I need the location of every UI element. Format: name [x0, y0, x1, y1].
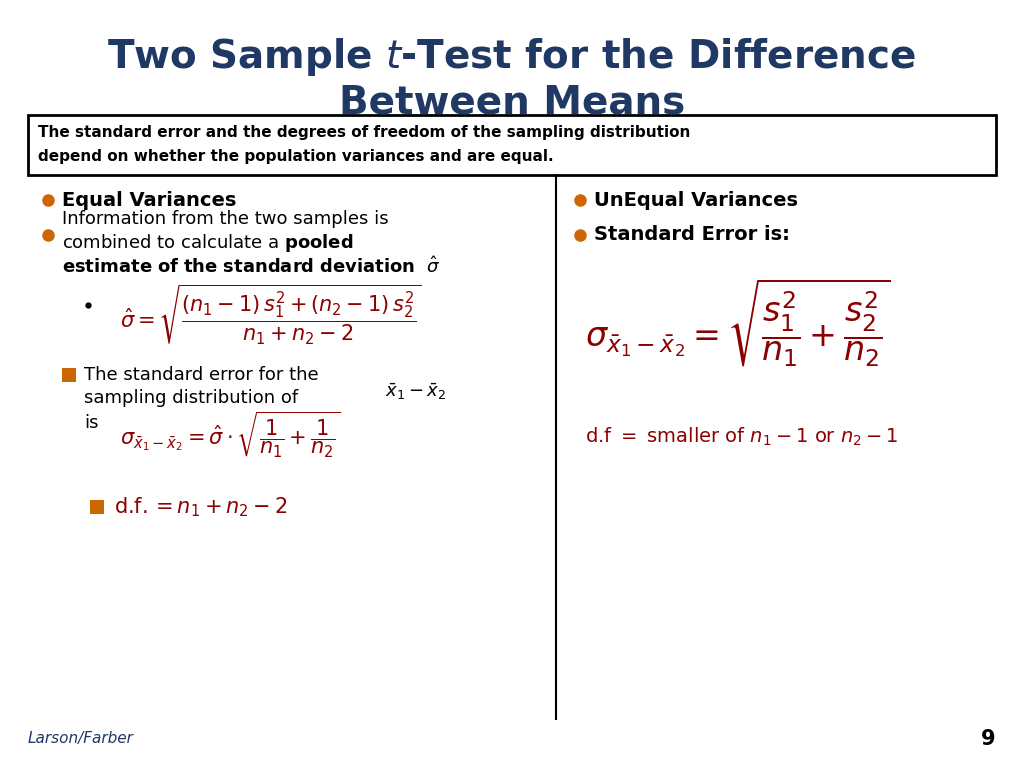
- Text: Larson/Farber: Larson/Farber: [28, 732, 134, 746]
- Text: d.f $=$ smaller of $n_1 - 1$ or $n_2 - 1$: d.f $=$ smaller of $n_1 - 1$ or $n_2 - 1…: [585, 426, 898, 448]
- Text: Between Means: Between Means: [339, 83, 685, 121]
- Text: Information from the two samples is: Information from the two samples is: [62, 210, 389, 228]
- Text: sampling distribution of: sampling distribution of: [84, 389, 298, 407]
- Text: $\sigma_{\bar{x}_1-\bar{x}_2} = \hat{\sigma}\cdot\sqrt{\dfrac{1}{n_1}+\dfrac{1}{: $\sigma_{\bar{x}_1-\bar{x}_2} = \hat{\si…: [120, 410, 341, 460]
- Text: The standard error for the: The standard error for the: [84, 366, 318, 384]
- Text: d.f.$\,= n_1 + n_2 - 2$: d.f.$\,= n_1 + n_2 - 2$: [114, 495, 288, 518]
- Text: The standard error and the degrees of freedom of the sampling distribution: The standard error and the degrees of fr…: [38, 125, 690, 140]
- Text: UnEqual Variances: UnEqual Variances: [594, 190, 798, 209]
- Bar: [62, 368, 76, 382]
- Bar: [90, 500, 104, 514]
- Text: $\sigma_{\bar{x}_1-\bar{x}_2} = \sqrt{\dfrac{s_1^2}{n_1}+\dfrac{s_2^2}{n_2}}$: $\sigma_{\bar{x}_1-\bar{x}_2} = \sqrt{\d…: [585, 276, 891, 368]
- Text: is: is: [84, 414, 98, 432]
- Text: depend on whether the population variances and are equal.: depend on whether the population varianc…: [38, 149, 554, 164]
- Text: Equal Variances: Equal Variances: [62, 190, 237, 209]
- Text: Standard Error is:: Standard Error is:: [594, 225, 790, 245]
- Text: 9: 9: [981, 729, 996, 749]
- Text: Two Sample $\mathit{t}$-Test for the Difference: Two Sample $\mathit{t}$-Test for the Dif…: [108, 36, 916, 78]
- Text: $\bar{x}_1 - \bar{x}_2$: $\bar{x}_1 - \bar{x}_2$: [385, 382, 446, 403]
- Text: combined to calculate a $\mathbf{pooled}$: combined to calculate a $\mathbf{pooled}…: [62, 232, 353, 254]
- FancyBboxPatch shape: [28, 115, 996, 175]
- Text: $\mathbf{estimate\ of\ the\ standard\ deviation}$  $\hat{\sigma}$: $\mathbf{estimate\ of\ the\ standard\ de…: [62, 257, 440, 278]
- Text: $\hat{\sigma} = \sqrt{\dfrac{(n_1-1)\,s_1^2+(n_2-1)\,s_2^2}{n_1+n_2-2}}$: $\hat{\sigma} = \sqrt{\dfrac{(n_1-1)\,s_…: [120, 282, 421, 346]
